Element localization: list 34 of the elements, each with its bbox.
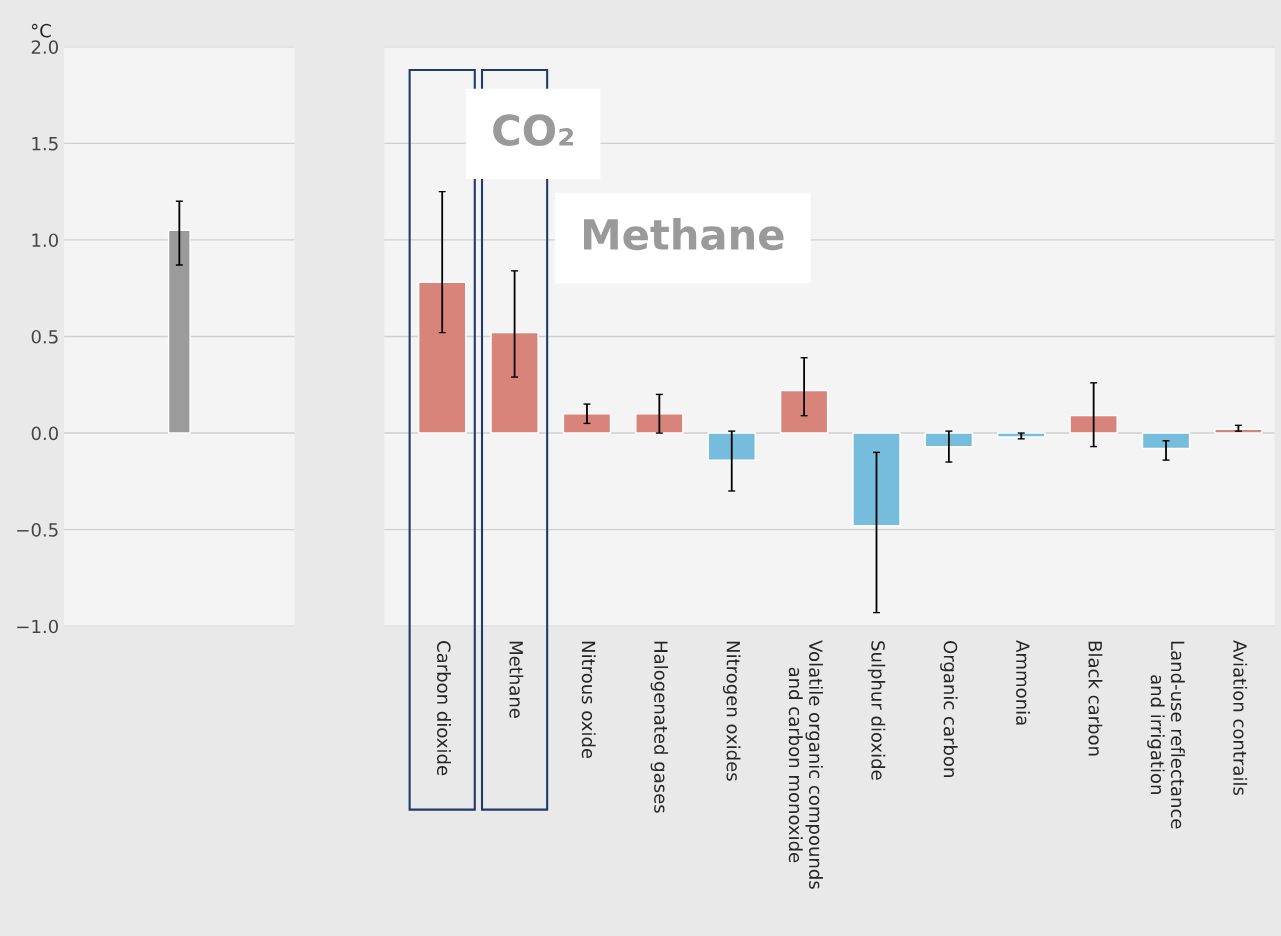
bar (852, 432, 901, 527)
bar (417, 281, 467, 434)
y-tick-label: 2.0 (31, 40, 58, 54)
x-tick-label: Ammonia (1016, 640, 1030, 725)
y-tick-label: 1.5 (32, 137, 58, 151)
x-tick-label: Aviation contrails (1233, 640, 1248, 795)
bar (1214, 428, 1263, 434)
annotation: CO₂ (493, 114, 574, 146)
x-tick-label: Volatile organic compounds and carbon monoxide (788, 640, 823, 889)
x-tick-label: Organic carbon (940, 641, 958, 777)
x-tick-label: Black carbon (1088, 641, 1103, 756)
bar (924, 432, 974, 448)
x-tick-label: Carbon dioxide (436, 641, 451, 776)
bar (562, 413, 612, 434)
y-tick-label: −0.5 (17, 523, 58, 537)
y-tick-label: −1.0 (17, 619, 58, 634)
x-tick-label: Land-use reflectance and irrigation (1147, 641, 1185, 829)
bar (779, 389, 829, 434)
y-tick-label: 0.0 (31, 426, 58, 441)
x-tick-label: Methane (509, 641, 524, 718)
bar (635, 413, 684, 434)
y-tick-label: 0.5 (31, 329, 58, 344)
x-tick-label: Nitrogen oxides (722, 641, 741, 781)
bar (1141, 432, 1191, 450)
y-axis-title: °C (31, 23, 51, 38)
y-tick-label: 1.0 (32, 233, 58, 248)
bar (1069, 414, 1118, 434)
x-tick-label: Sulphur dioxide (867, 641, 886, 780)
x-tick-label: Halogenated gases (650, 641, 669, 813)
bar (490, 331, 539, 434)
bar (707, 432, 756, 461)
annotation: Methane (583, 217, 784, 251)
bar (997, 432, 1046, 438)
x-tick-label: Nitrous oxide (581, 641, 596, 759)
